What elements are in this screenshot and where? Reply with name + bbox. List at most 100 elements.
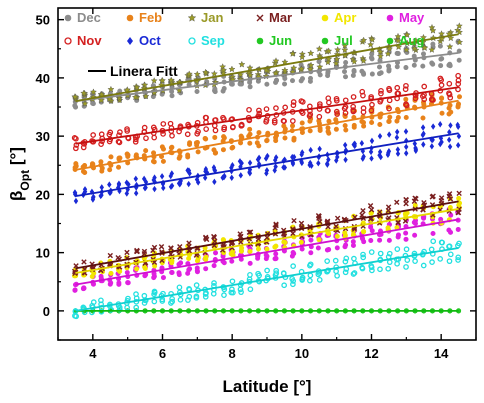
data-point xyxy=(404,150,409,157)
data-point xyxy=(185,70,193,78)
data-point xyxy=(403,200,409,207)
data-point xyxy=(255,246,261,252)
data-point xyxy=(220,114,226,121)
y-tick-label: 20 xyxy=(36,187,50,202)
data-point xyxy=(202,293,209,300)
data-point xyxy=(159,173,165,180)
data-point xyxy=(456,240,462,247)
data-point xyxy=(98,159,104,165)
data-point xyxy=(377,64,383,70)
data-point xyxy=(273,156,278,164)
data-point xyxy=(300,149,305,156)
data-point xyxy=(437,75,444,82)
data-point xyxy=(394,32,402,40)
data-point xyxy=(333,108,340,115)
data-point xyxy=(360,251,366,258)
data-point xyxy=(160,158,166,164)
data-point xyxy=(446,227,452,233)
data-point xyxy=(307,61,315,69)
data-point xyxy=(368,94,375,100)
data-point xyxy=(247,84,253,90)
data-point xyxy=(430,193,436,199)
data-point xyxy=(403,96,409,102)
legend-label: Apr xyxy=(334,10,356,25)
data-point xyxy=(108,154,114,160)
series-feb xyxy=(72,92,462,176)
fit-line-apr xyxy=(75,208,459,274)
data-point xyxy=(386,149,391,157)
data-point xyxy=(420,262,427,269)
data-point xyxy=(99,184,104,191)
data-point xyxy=(247,159,253,167)
data-point xyxy=(368,207,375,213)
fit-line-jan xyxy=(75,33,459,103)
data-point xyxy=(350,57,358,65)
data-point xyxy=(115,94,124,102)
data-point xyxy=(342,244,348,250)
data-point xyxy=(308,237,314,243)
data-point xyxy=(246,106,252,113)
data-point xyxy=(132,138,139,145)
data-point xyxy=(246,229,253,236)
data-point xyxy=(299,246,305,252)
data-point xyxy=(246,71,254,79)
legend-item-feb: Feb xyxy=(126,10,162,25)
data-point xyxy=(385,265,392,272)
legend-marker xyxy=(188,37,196,45)
data-point xyxy=(290,281,296,288)
data-point xyxy=(333,223,339,229)
data-point xyxy=(203,235,209,241)
data-point xyxy=(447,34,455,42)
data-point xyxy=(394,64,400,70)
data-point xyxy=(316,215,322,221)
data-point xyxy=(360,207,366,214)
data-point xyxy=(394,199,400,205)
data-point xyxy=(160,275,166,281)
y-tick-label: 0 xyxy=(43,304,50,319)
data-point xyxy=(403,65,409,71)
data-point xyxy=(263,117,270,123)
data-point xyxy=(334,233,340,239)
data-point xyxy=(117,155,123,161)
legend-item-oct: Oct xyxy=(127,33,161,48)
data-point xyxy=(446,193,452,199)
data-point xyxy=(273,221,279,227)
data-point xyxy=(228,65,236,73)
data-point xyxy=(350,271,357,277)
data-point xyxy=(133,304,140,311)
data-point xyxy=(334,46,342,53)
data-point xyxy=(376,48,384,56)
data-point xyxy=(168,172,173,180)
data-point xyxy=(456,195,462,201)
data-point xyxy=(342,97,349,104)
data-point xyxy=(203,165,209,173)
data-point xyxy=(395,219,401,225)
data-point xyxy=(89,88,98,96)
data-point xyxy=(306,103,313,110)
legend-label: Oct xyxy=(139,33,161,48)
data-point xyxy=(272,167,277,174)
data-point xyxy=(256,272,262,279)
data-point xyxy=(282,135,288,141)
data-point xyxy=(386,250,393,257)
data-point xyxy=(289,78,295,84)
data-point xyxy=(333,117,339,123)
data-point xyxy=(290,102,297,109)
data-point xyxy=(387,114,393,120)
data-point xyxy=(185,152,191,158)
data-point xyxy=(394,118,400,124)
data-point xyxy=(194,130,201,137)
data-point xyxy=(438,56,444,62)
data-point xyxy=(126,181,131,188)
y-tick-label: 40 xyxy=(36,71,50,86)
data-point xyxy=(368,36,376,43)
data-point xyxy=(107,85,115,93)
data-point xyxy=(404,257,411,263)
data-point xyxy=(352,142,357,150)
data-point xyxy=(421,83,428,90)
data-point xyxy=(168,183,174,191)
data-point xyxy=(264,138,270,144)
data-point xyxy=(141,292,148,299)
data-point xyxy=(403,143,409,151)
data-point xyxy=(333,97,340,104)
